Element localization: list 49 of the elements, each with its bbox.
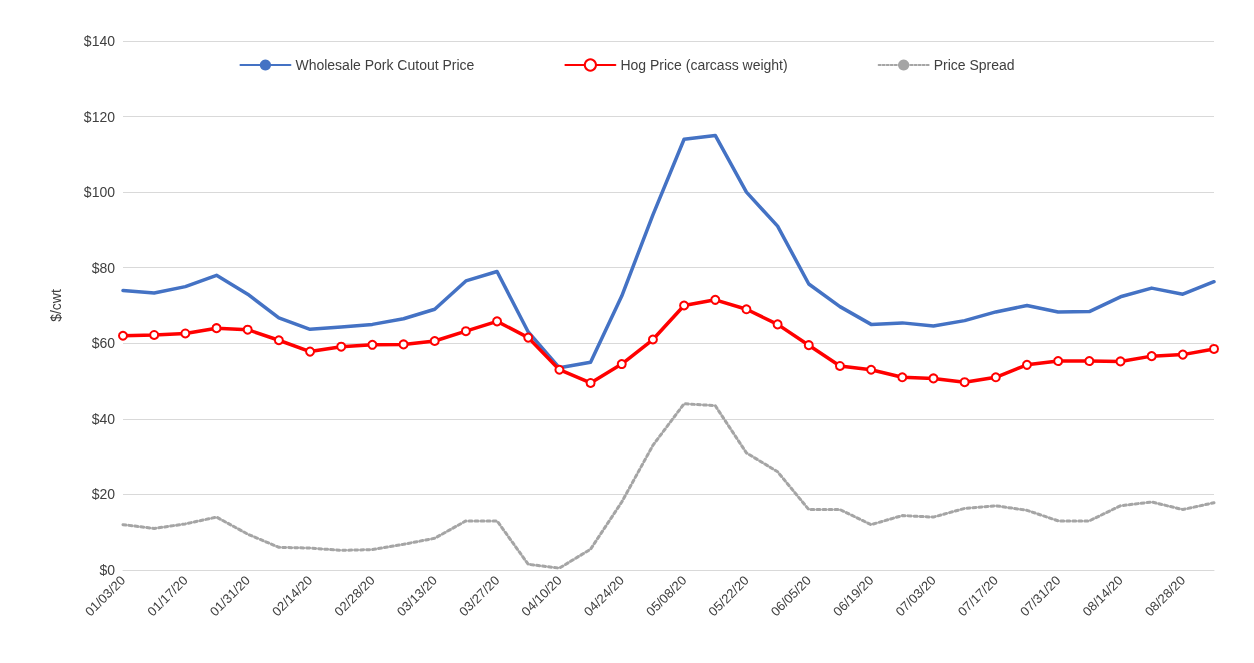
point [1053, 356, 1064, 367]
legend-label: Hog Price (carcass weight) [620, 57, 788, 73]
y-tick-label: $140 [83, 33, 116, 49]
point [1021, 359, 1032, 370]
point [741, 304, 752, 315]
point [897, 372, 908, 383]
point [1209, 343, 1219, 354]
point [585, 377, 596, 388]
y-tick-label: $20 [91, 486, 116, 503]
point [554, 364, 565, 375]
point [928, 373, 939, 384]
point [679, 300, 690, 311]
y-axis-title: $/cwt [48, 289, 64, 322]
point [180, 328, 191, 339]
legend-label: Wholesale Pork Cutout Price [295, 57, 475, 73]
point [398, 339, 409, 350]
point [710, 294, 721, 305]
point [460, 326, 471, 337]
point [772, 319, 783, 330]
point [616, 359, 627, 370]
point [1146, 351, 1157, 362]
point [336, 341, 347, 352]
point [1084, 356, 1095, 367]
point [273, 335, 284, 346]
y-tick-label: $120 [83, 108, 116, 125]
y-tick-label: $40 [91, 410, 116, 427]
point [492, 316, 503, 327]
legend-label: Price Spread [933, 57, 1015, 73]
point [1115, 356, 1126, 367]
point [1177, 349, 1188, 360]
point [959, 377, 970, 388]
y-tick-label: $100 [83, 184, 116, 201]
point [523, 332, 534, 343]
y-tick-label: $0 [99, 562, 116, 578]
point [242, 324, 253, 335]
line-series [121, 402, 1216, 570]
point [118, 330, 128, 341]
point [429, 336, 440, 347]
point [866, 364, 877, 375]
y-tick-label: $80 [91, 259, 116, 276]
point [834, 360, 845, 371]
point [647, 334, 658, 345]
point [367, 339, 378, 350]
y-tick-label: $60 [91, 335, 116, 352]
point [803, 340, 814, 351]
point [149, 329, 160, 340]
point [990, 372, 1001, 383]
point [305, 346, 316, 357]
point [211, 323, 222, 334]
